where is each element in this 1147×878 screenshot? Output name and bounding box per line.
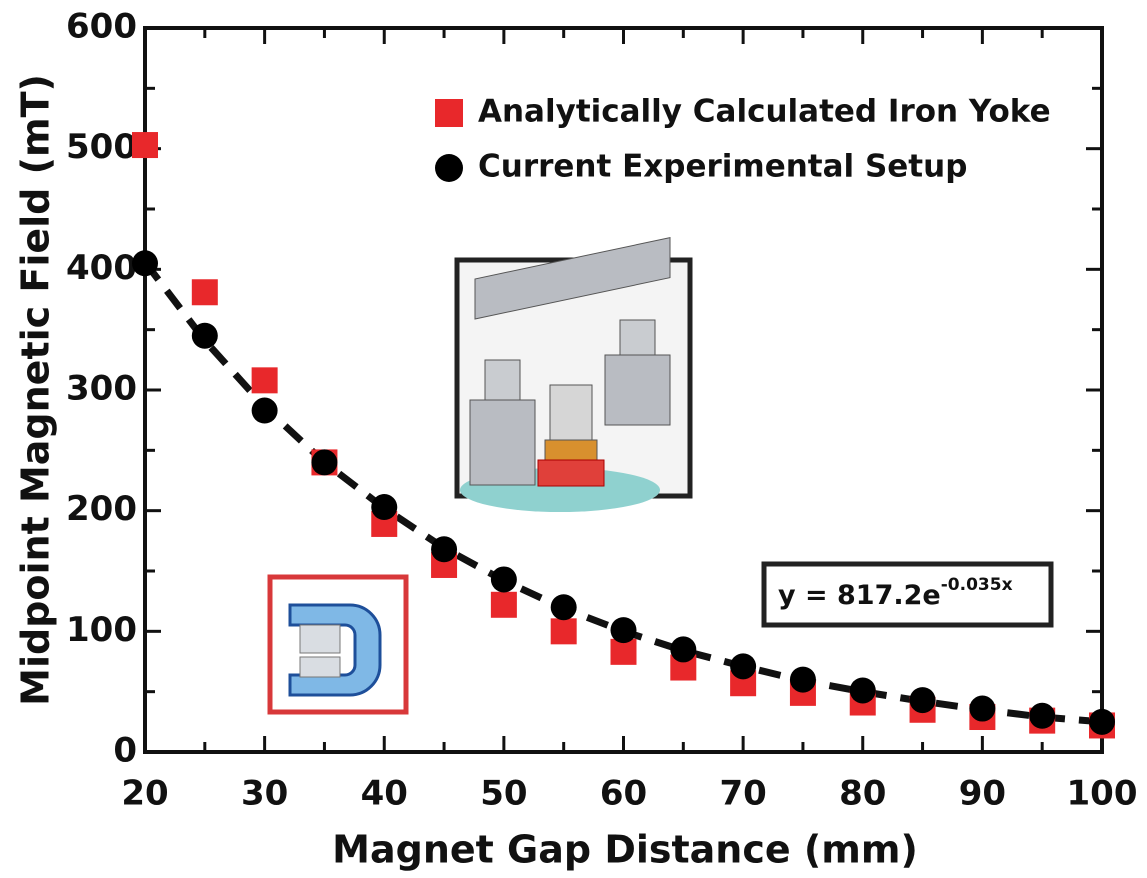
data-point xyxy=(311,449,337,475)
x-tick-label: 70 xyxy=(719,774,766,814)
x-tick-label: 60 xyxy=(600,774,647,814)
legend-marker xyxy=(435,99,463,127)
data-point xyxy=(192,279,218,305)
data-point xyxy=(730,653,756,679)
data-point xyxy=(611,617,637,643)
y-axis-label: Midpoint Magnetic Field (mT) xyxy=(14,74,58,706)
y-tick-label: 100 xyxy=(66,610,137,650)
data-point xyxy=(1089,709,1115,735)
data-point xyxy=(551,618,577,644)
y-tick-label: 400 xyxy=(66,248,137,288)
x-tick-label: 40 xyxy=(361,774,408,814)
data-point xyxy=(252,398,278,424)
data-point xyxy=(491,566,517,592)
x-tick-label: 100 xyxy=(1067,774,1138,814)
inset-yoke-render xyxy=(457,238,690,512)
data-point xyxy=(551,594,577,620)
data-point xyxy=(132,250,158,276)
x-tick-label: 90 xyxy=(959,774,1006,814)
data-point xyxy=(790,667,816,693)
chart: y = 817.2e-0.035x Magnet Gap Distance (m… xyxy=(0,0,1147,878)
legend-label: Current Experimental Setup xyxy=(478,149,967,185)
x-tick-label: 20 xyxy=(121,774,168,814)
y-tick-label: 600 xyxy=(66,7,137,47)
data-point xyxy=(192,323,218,349)
data-point xyxy=(1029,703,1055,729)
x-tick-label: 30 xyxy=(241,774,288,814)
legend-label: Analytically Calculated Iron Yoke xyxy=(478,94,1051,130)
x-tick-label: 50 xyxy=(480,774,527,814)
data-point xyxy=(910,687,936,713)
data-point xyxy=(491,592,517,618)
data-point xyxy=(132,132,158,158)
data-point xyxy=(252,367,278,393)
data-point xyxy=(371,494,397,520)
data-point xyxy=(431,536,457,562)
y-tick-label: 0 xyxy=(113,731,137,771)
inset-magnet-icon xyxy=(270,577,406,712)
y-tick-label: 300 xyxy=(66,369,137,409)
data-point xyxy=(969,696,995,722)
y-tick-label: 200 xyxy=(66,489,137,529)
data-point xyxy=(850,677,876,703)
legend-marker xyxy=(435,154,463,182)
data-point xyxy=(670,636,696,662)
x-axis-label: Magnet Gap Distance (mm) xyxy=(332,828,918,872)
y-tick-label: 500 xyxy=(66,127,137,167)
x-tick-label: 80 xyxy=(839,774,886,814)
